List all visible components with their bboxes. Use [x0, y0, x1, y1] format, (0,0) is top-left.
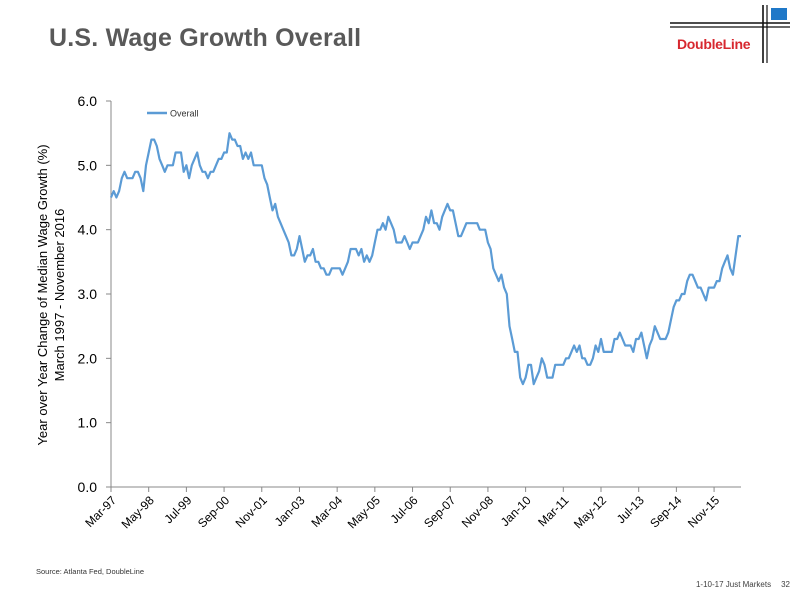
- legend-label-overall: Overall: [170, 109, 199, 119]
- x-tick-label: May-12: [571, 493, 609, 531]
- x-tick-label: Mar-11: [535, 493, 571, 529]
- x-tick-label: Jul-99: [161, 493, 194, 526]
- footer: 1-10-17 Just Markets 32: [686, 580, 790, 589]
- x-tick-label: Jul-06: [388, 493, 421, 526]
- x-tick-label: May-05: [345, 493, 383, 531]
- x-tick-label: Nov-08: [459, 493, 496, 530]
- logo-wordmark: DoubleLine: [677, 36, 751, 52]
- x-tick-label: May-98: [119, 493, 157, 531]
- doubleline-logo: DoubleLine: [670, 5, 795, 65]
- y-tick-label: 4.0: [78, 222, 98, 238]
- footer-deck-name: 1-10-17 Just Markets: [695, 580, 772, 589]
- y-tick-label: 5.0: [78, 157, 98, 173]
- series-line-overall: [109, 132, 741, 386]
- x-tick-label: Jan-10: [498, 493, 534, 529]
- legend: Overall: [147, 109, 199, 119]
- y-tick-label: 6.0: [78, 93, 98, 109]
- page-title: U.S. Wage Growth Overall: [49, 24, 362, 52]
- y-tick-label: 3.0: [78, 286, 98, 302]
- chart-axes: [110, 101, 741, 488]
- y-axis-ticks: 0.0 1.0 2.0 3.0 4.0 5.0 6.0: [78, 93, 111, 495]
- y-axis-label-line2: March 1997 - November 2016: [52, 209, 67, 382]
- y-tick-label: 0.0: [78, 479, 98, 495]
- x-tick-label: Nov-01: [233, 493, 270, 530]
- source-note: Source: Atlanta Fed, DoubleLine: [36, 567, 144, 576]
- y-tick-label: 2.0: [78, 350, 98, 366]
- x-tick-label: Mar-04: [308, 493, 345, 530]
- logo-frame-icon: [670, 5, 790, 63]
- x-tick-label: Jul-13: [614, 493, 647, 526]
- x-axis-ticks: Mar-97 May-98 Jul-99 Sep-00 Nov-01 Jan-03 Mar-…: [82, 487, 722, 531]
- x-tick-label: Nov-15: [685, 493, 722, 530]
- y-tick-label: 1.0: [78, 415, 98, 431]
- x-tick-label: Sep-07: [421, 493, 458, 530]
- x-tick-label: Sep-14: [647, 493, 684, 530]
- x-tick-label: Mar-97: [82, 493, 119, 530]
- x-tick-label: Jan-03: [272, 493, 308, 529]
- x-tick-label: Sep-00: [195, 493, 232, 530]
- footer-page-number: 32: [781, 580, 790, 589]
- y-axis-label-line1: Year over Year Change of Median Wage Gro…: [35, 144, 50, 445]
